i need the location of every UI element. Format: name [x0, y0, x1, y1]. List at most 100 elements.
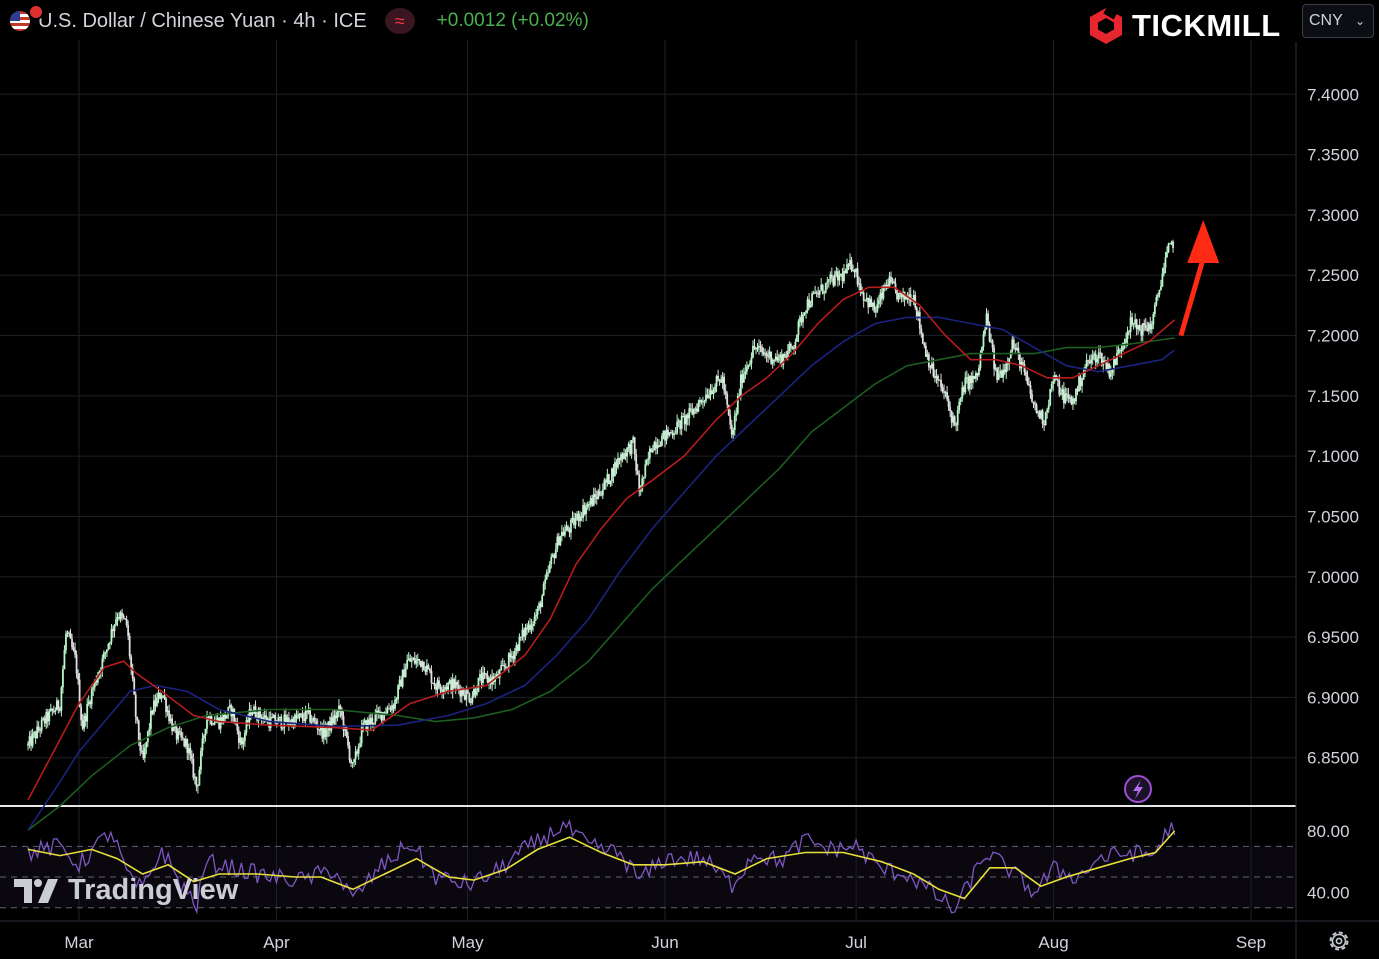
candle-body	[1041, 410, 1044, 424]
candle-body	[281, 727, 284, 729]
y-tick-label: 7.3000	[1307, 206, 1359, 225]
candle-body	[391, 705, 393, 711]
candle-body	[347, 736, 349, 746]
candle-body	[1049, 388, 1052, 406]
candle-body	[1064, 393, 1067, 404]
candle-body	[263, 715, 266, 718]
candle-body	[189, 747, 192, 755]
candle-body	[780, 354, 783, 365]
y-tick-label: 7.4000	[1307, 85, 1359, 104]
candle-body	[843, 270, 845, 282]
candle-body	[422, 661, 425, 671]
candle-body	[513, 650, 516, 660]
candle-body	[996, 368, 999, 381]
candle-body	[157, 692, 160, 698]
candle-body	[880, 292, 883, 299]
candle-body	[174, 726, 177, 728]
candle-body	[1156, 294, 1159, 297]
candle-body	[501, 664, 504, 666]
candle-body	[1116, 353, 1118, 365]
candle-body	[709, 390, 712, 396]
candle-body	[947, 399, 950, 407]
candle-body	[560, 532, 563, 537]
candle-body	[952, 416, 955, 423]
candle-body	[51, 708, 54, 711]
candle-body	[395, 699, 398, 701]
candle-body	[796, 335, 798, 342]
candle-body	[354, 751, 357, 760]
candle-body	[142, 750, 145, 758]
candle-body	[237, 730, 240, 743]
candle-body	[1032, 401, 1035, 404]
candle-body	[283, 714, 286, 728]
candle-body	[765, 353, 768, 357]
candle-body	[635, 454, 638, 471]
candle-body	[184, 739, 187, 747]
candle-body	[151, 710, 154, 714]
candle-body	[269, 717, 272, 728]
candle-body	[494, 677, 497, 682]
candle-body	[254, 706, 257, 718]
y-tick-label: 7.2000	[1307, 327, 1359, 346]
rsi-ma-line	[27, 830, 1176, 900]
candle-body	[592, 494, 595, 506]
candle-body	[1072, 398, 1074, 405]
candle-body	[1017, 347, 1020, 354]
candle-body	[410, 659, 413, 662]
candle-body	[222, 713, 225, 723]
candle-body	[758, 345, 760, 348]
y-tick-label: 7.3500	[1307, 146, 1359, 165]
candle-body	[1022, 361, 1024, 365]
candle-body	[724, 390, 727, 395]
candle-body	[911, 300, 914, 302]
candle-body	[195, 776, 198, 787]
candle-body	[742, 373, 745, 383]
currency-select[interactable]: CNY ⌄	[1302, 4, 1374, 38]
candle-body	[460, 689, 463, 697]
candle-body	[738, 395, 741, 397]
candle-body	[761, 347, 763, 353]
candle-body	[944, 392, 947, 394]
candle-body	[483, 672, 486, 674]
candle-body	[870, 298, 873, 307]
candle-body	[1082, 372, 1085, 380]
candle-body	[291, 718, 293, 724]
symbol-title[interactable]: U.S. Dollar / Chinese Yuan · 4h · ICE	[38, 9, 367, 32]
candle-body	[1106, 363, 1109, 370]
candle-body	[424, 670, 427, 672]
candle-body	[244, 732, 246, 741]
candle-body	[83, 715, 86, 729]
candle-body	[476, 691, 478, 695]
candle-body	[415, 660, 418, 664]
candle-body	[1090, 359, 1093, 364]
candle-body	[559, 536, 562, 546]
candle-body	[932, 363, 935, 377]
candle-body	[777, 357, 780, 361]
candle-body	[617, 457, 619, 468]
candle-body	[266, 718, 269, 722]
candle-body	[37, 726, 40, 731]
candle-body	[611, 468, 613, 482]
settings-gear-icon[interactable]	[1326, 928, 1352, 954]
candle-body	[762, 352, 765, 355]
candle-body	[1002, 369, 1005, 378]
candle-body	[154, 700, 157, 707]
candle-body	[545, 572, 548, 580]
candle-body	[1035, 404, 1038, 414]
candle-body	[700, 400, 703, 402]
candle-body	[909, 294, 912, 302]
candle-body	[865, 297, 868, 300]
candle-body	[595, 497, 598, 499]
candle-body	[520, 636, 522, 638]
candle-body	[430, 671, 433, 683]
candle-body	[741, 374, 744, 383]
candle-body	[247, 720, 249, 722]
candle-body	[530, 625, 533, 630]
wave-icon[interactable]: ≈	[384, 8, 415, 34]
candle-body	[1160, 286, 1162, 290]
candle-body	[847, 264, 850, 266]
candle-body	[712, 391, 715, 394]
candle-body	[887, 284, 889, 287]
candle-body	[665, 429, 668, 441]
